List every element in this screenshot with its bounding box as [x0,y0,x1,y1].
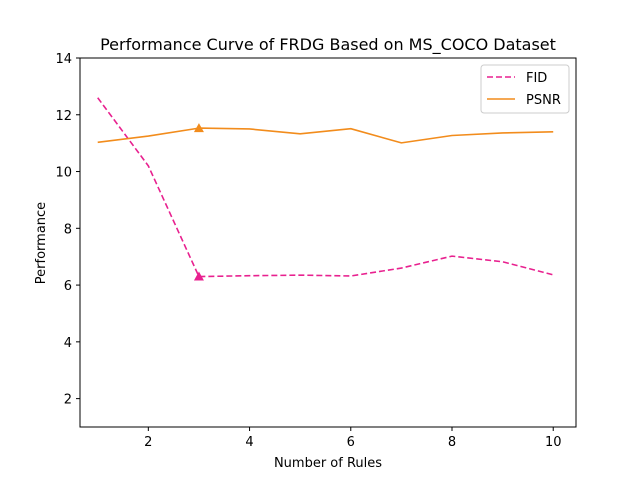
y-tick-label: 2 [64,393,72,408]
data-point-psnr [146,134,150,138]
data-point-fid [349,274,353,278]
data-point-psnr [248,127,252,131]
data-point-fid [298,273,302,277]
data-point-psnr [399,141,403,145]
y-axis-title: Performance [34,202,49,284]
data-point-fid [96,96,100,100]
data-point-psnr [298,132,302,136]
data-point-marker-fid [193,271,204,281]
y-tick-label: 14 [55,52,72,67]
legend-label-fid: FID [526,71,547,86]
legend-label-psnr: PSNR [526,93,561,108]
data-point-fid [248,274,252,278]
y-tick-label: 4 [64,336,72,351]
y-tick-label: 6 [64,279,72,294]
y-tick-label: 8 [64,222,72,237]
x-tick-label: 4 [245,435,253,450]
data-point-marker-psnr [193,123,204,133]
y-tick-label: 12 [55,109,72,124]
x-axis-title: Number of Rules [274,456,382,471]
data-point-fid [501,260,505,264]
series-line-fid [97,97,554,278]
legend-box [480,64,570,114]
data-point-psnr [450,133,454,137]
data-point-fid [450,254,454,258]
data-point-fid [399,266,403,270]
x-tick-label: 6 [347,435,355,450]
data-point-psnr [501,131,505,135]
x-tick-label: 10 [545,435,562,450]
data-point-psnr [551,130,555,134]
legend: FID PSNR [480,64,570,114]
x-tick-label: 8 [448,435,456,450]
data-point-psnr [96,140,100,144]
x-tick-label: 2 [144,435,152,450]
plot-frame [79,57,577,428]
data-point-fid [146,164,150,168]
data-point-psnr [349,127,353,131]
series-line-psnr [97,127,554,144]
chart-title: Performance Curve of FRDG Based on MS_CO… [100,35,556,55]
data-point-fid [551,273,555,277]
y-tick-label: 10 [55,166,72,181]
